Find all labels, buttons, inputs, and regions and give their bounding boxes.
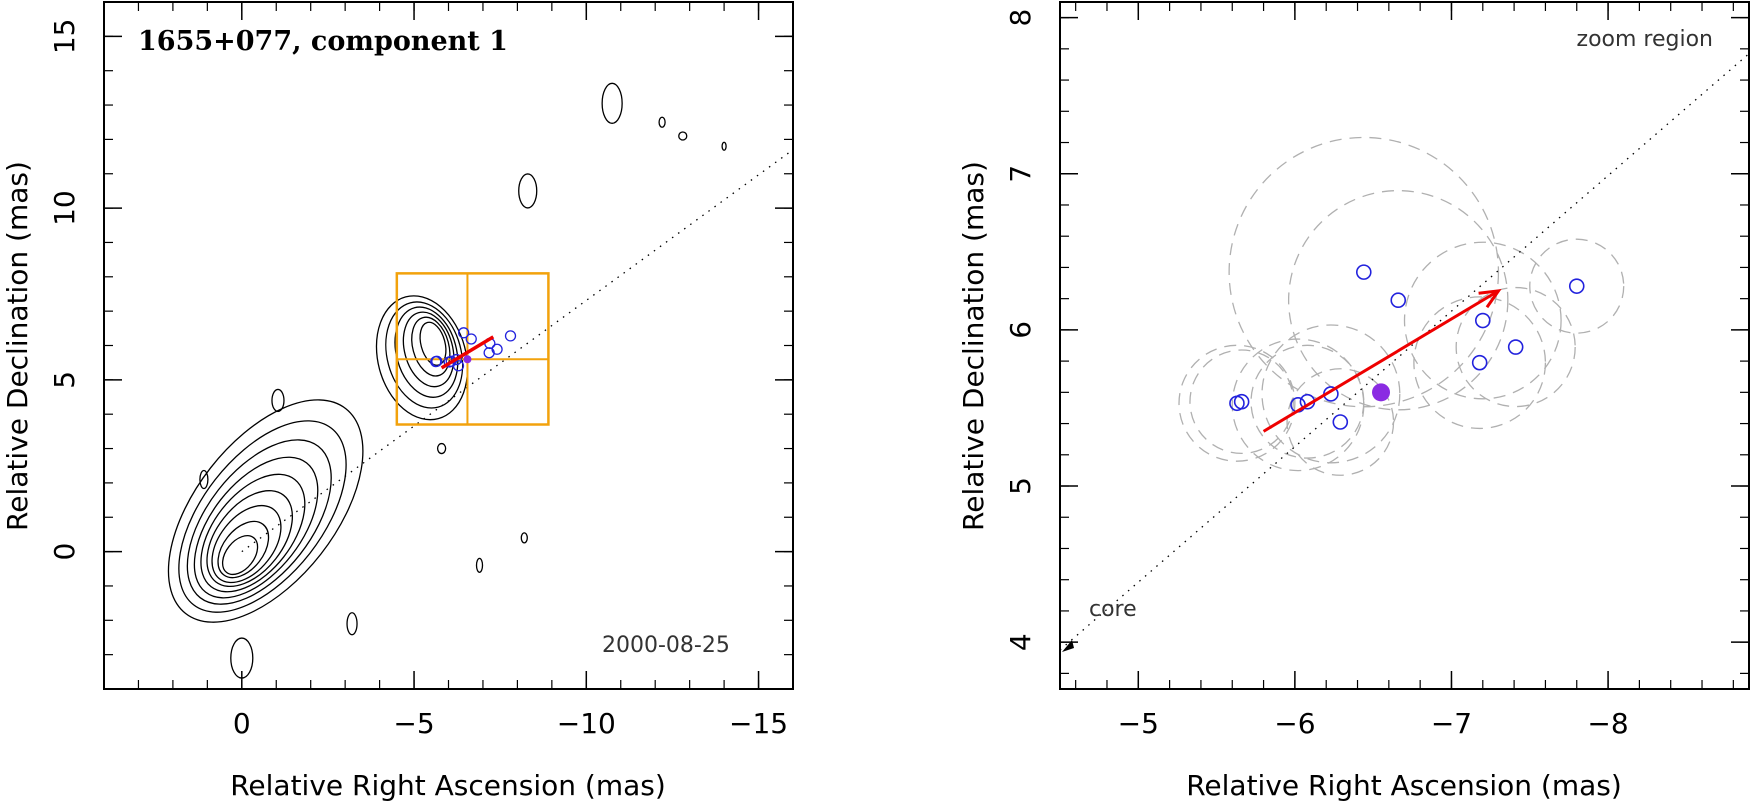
right-jet-axis-line [1060,53,1749,651]
noise-contour [199,469,209,490]
right-y-axis-label: Relative Declination (mas) [957,161,990,531]
right-y-tick-label: 8 [1004,9,1037,27]
right-x-tick-label: −6 [1274,707,1315,740]
noise-contour [436,442,447,455]
right-plot-frame [1059,1,1750,690]
right-component-position [1233,393,1250,410]
right-y-tick-label: 4 [1004,633,1037,651]
component-contour [402,311,455,388]
uncertainty-circle [1286,368,1395,476]
uncertainty-circle [1455,286,1576,408]
left-y-axis-label: Relative Declination (mas) [1,161,34,531]
component-contour [411,316,451,377]
left-x-tick-label: −15 [729,707,788,740]
right-x-axis-label: Relative Right Ascension (mas) [1186,769,1622,802]
core-contour [221,535,259,576]
uncertainty-circle [1228,136,1500,408]
uncertainty-circle [1189,349,1294,455]
core-label: core [1089,597,1137,622]
right-marks [1060,53,1749,652]
noise-contour [721,141,727,151]
right-component-position [1474,312,1491,329]
uncertainty-circle [1413,296,1547,430]
right-x-tick-label: −8 [1587,707,1628,740]
right-zoom-label: zoom region [1577,27,1713,52]
left-y-tick-label: 15 [48,19,81,55]
left-component-position [491,343,503,355]
noise-contour [601,82,623,124]
core-contour [211,504,282,584]
left-y-tick-label: 5 [48,371,81,389]
left-velocity-vector [440,335,495,370]
noise-contour [271,388,285,413]
right-panel: −5 −6 −7 −8 4 5 6 7 8 zoom region core Relative … [957,1,1750,802]
noise-contour [475,557,484,573]
right-y-tick-label: 6 [1004,321,1037,339]
core-contour [186,439,332,605]
left-component-position [458,327,470,339]
uncertainty-circle [1529,238,1625,334]
right-x-tick-label: −5 [1118,707,1159,740]
right-x-tick-label: −7 [1431,707,1472,740]
left-marks [241,149,794,553]
right-component-position [1355,264,1372,280]
left-component-position [450,353,463,366]
noise-contour [346,612,358,636]
core-contour [167,399,364,623]
left-title: 1655+077, component 1 [138,26,508,57]
right-component-position [1568,278,1585,294]
component-contour [385,301,464,409]
core-contour [178,420,347,613]
right-component-position [1507,339,1524,355]
right-y-tick-label: 7 [1004,165,1037,183]
left-component-position [452,360,465,372]
right-velocity-arrowhead [1478,288,1502,309]
uncertainty-circle [1403,241,1562,400]
right-velocity-vector [1262,289,1500,433]
left-y-tick-label: 0 [48,543,81,561]
left-date-label: 2000-08-25 [602,633,730,658]
component-contour [375,295,469,421]
zoom-box [395,272,550,426]
left-x-tick-label: −5 [393,707,434,740]
left-component-position [504,330,517,342]
noise-contour [520,532,528,544]
right-clipped-group [1060,53,1749,652]
left-x-tick-label: 0 [233,707,251,740]
right-y-tick-label: 5 [1004,477,1037,495]
left-ticks: 0 −5 −10 −15 0 5 10 15 [48,1,794,740]
left-component-position [465,333,477,345]
right-ticks: −5 −6 −7 −8 4 5 6 7 8 [1004,2,1749,740]
uncertainty-circle [1287,189,1509,411]
noise-contour [678,131,688,141]
core-contour [206,490,294,588]
right-mean-position [1372,383,1391,402]
core-contour [200,473,306,593]
left-component-position [431,355,443,367]
left-panel: 0 −5 −10 −15 0 5 10 15 1655+077, component 1 20… [1,1,794,802]
right-component-position [1471,354,1488,371]
uncertainty-circle [1261,324,1401,464]
left-jet-axis-line [241,149,794,553]
core-contour [193,456,319,599]
left-contours [167,82,727,679]
right-component-position [1332,414,1349,430]
left-mean-position [463,355,472,364]
noise-contour [658,116,666,128]
core-arrow-head [1062,639,1080,652]
noise-contour [518,173,538,209]
uncertainty-circle [1178,344,1296,462]
uncertainty-circle [1250,344,1365,459]
left-x-axis-label: Relative Right Ascension (mas) [230,769,666,802]
core-contour [217,520,270,579]
left-y-tick-label: 10 [48,190,81,226]
right-component-position [1390,292,1407,309]
left-x-tick-label: −10 [557,707,616,740]
